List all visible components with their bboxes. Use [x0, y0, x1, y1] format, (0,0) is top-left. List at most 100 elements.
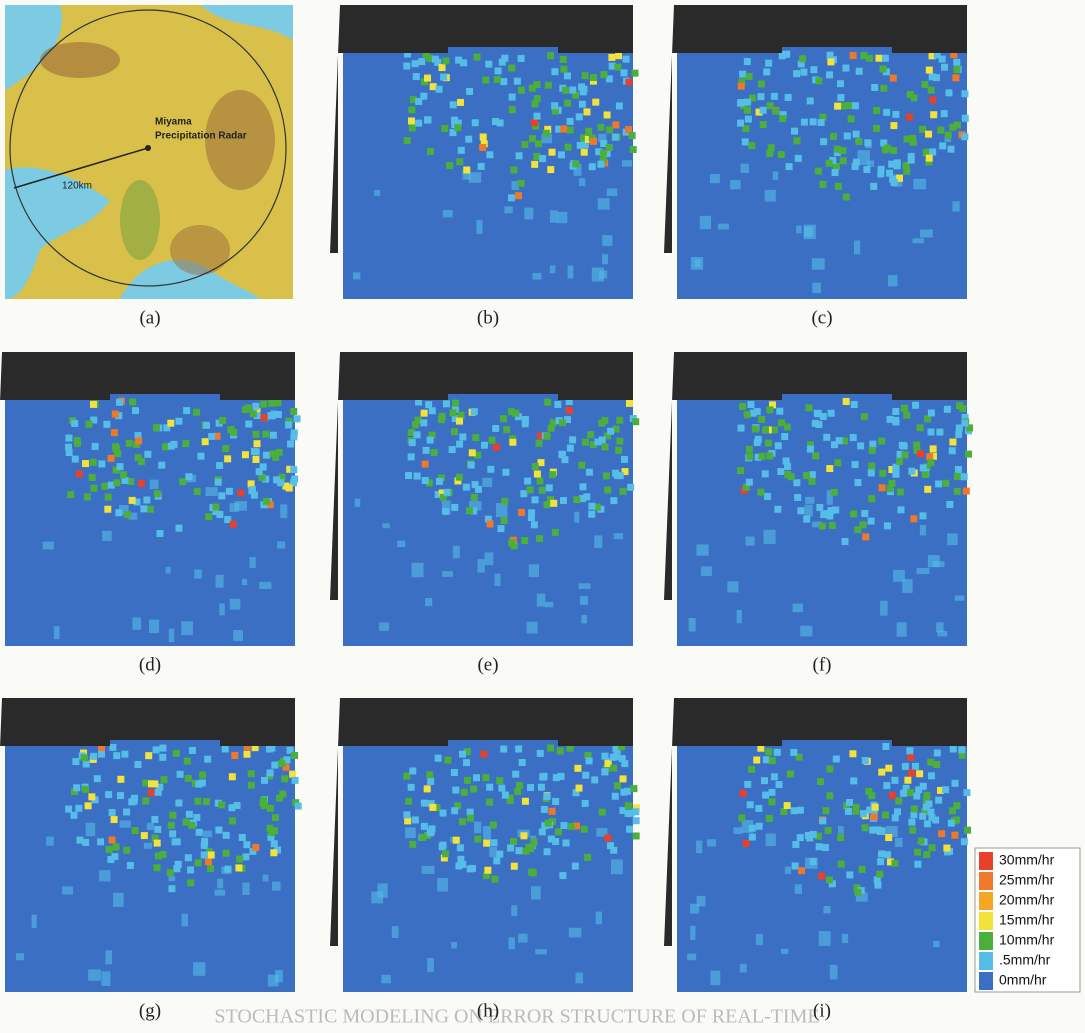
rain-cell: [154, 826, 161, 833]
rain-cell: [604, 834, 611, 841]
rain-cell: [961, 90, 968, 97]
rain-cell: [185, 473, 192, 480]
rain-cell: [443, 400, 450, 407]
rain-cell: [427, 437, 434, 444]
rain-cell: [185, 775, 192, 782]
rain-cell: [612, 134, 619, 141]
rain-cell: [855, 138, 862, 145]
rain-cell: [745, 116, 752, 123]
rain-cell: [155, 789, 162, 796]
rain-cell: [916, 770, 923, 777]
rain-cell: [409, 125, 416, 132]
map-panel: Miyama Precipitation Radar 120km: [5, 5, 293, 299]
rain-cell: [261, 414, 268, 421]
rain-cell: [202, 438, 209, 445]
rain-cell: [54, 626, 60, 639]
rain-cell: [597, 124, 604, 131]
rain-cell: [854, 240, 860, 254]
legend-label: 30mm/hr: [999, 852, 1055, 868]
rain-cell: [860, 52, 867, 59]
rain-cell: [193, 409, 200, 416]
rain-cell: [132, 407, 139, 414]
rain-cell: [764, 493, 771, 500]
rain-cell: [457, 856, 464, 863]
rain-cell: [844, 132, 851, 139]
rain-cell: [414, 431, 421, 438]
mountain: [170, 225, 230, 275]
rain-cell: [822, 807, 829, 814]
rain-cell: [442, 571, 453, 577]
rain-cell: [514, 78, 521, 85]
rain-cell: [73, 784, 80, 791]
rain-cell: [485, 552, 494, 565]
rain-cell: [151, 780, 158, 787]
rain-cell: [150, 480, 159, 489]
rain-cell: [581, 826, 588, 833]
rain-cell: [120, 471, 127, 478]
rain-cell: [920, 229, 933, 237]
rain-cell: [908, 770, 915, 777]
rain-cell: [182, 440, 189, 447]
radar-label: Precipitation Radar: [155, 131, 247, 142]
rain-cell: [167, 420, 174, 427]
rain-cell: [431, 449, 438, 456]
rain-cell: [884, 851, 891, 858]
rain-cell: [790, 749, 797, 756]
rain-cell: [495, 574, 501, 586]
rain-cell: [842, 538, 849, 545]
rain-cell: [263, 498, 270, 505]
rain-cell: [862, 533, 869, 540]
rain-cell: [622, 160, 632, 166]
rain-cell: [925, 131, 932, 138]
rain-cell: [520, 832, 527, 839]
rain-cell: [945, 132, 952, 139]
rain-cell: [837, 80, 844, 87]
rain-cell: [451, 769, 458, 776]
rain-cell: [941, 110, 948, 117]
rain-cell: [830, 965, 838, 980]
rain-cell: [908, 819, 915, 826]
rain-cell: [901, 451, 908, 458]
rain-cell: [145, 752, 152, 759]
radar-site: [145, 145, 151, 151]
rain-cell: [955, 596, 965, 601]
rain-cell: [487, 520, 494, 527]
rain-cell: [907, 754, 914, 761]
rain-cell: [837, 834, 844, 841]
rain-cell: [175, 525, 182, 532]
rain-cell: [903, 168, 910, 175]
rain-cell: [415, 120, 422, 127]
rain-cell: [482, 77, 489, 84]
rain-cell: [917, 424, 924, 431]
rain-cell: [515, 192, 522, 199]
rain-cell: [463, 484, 470, 491]
rain-cell: [260, 463, 267, 470]
rain-cell: [531, 161, 538, 168]
rain-cell: [466, 507, 473, 514]
rain-cell: [422, 477, 429, 484]
rain-cell: [903, 412, 910, 419]
rain-cell: [579, 483, 586, 490]
rain-cell: [815, 421, 822, 428]
rain-cell: [953, 59, 960, 66]
rain-cell: [878, 828, 885, 835]
rain-cell: [535, 949, 547, 954]
rain-cell: [927, 459, 934, 466]
rain-cell: [459, 818, 466, 825]
rain-cell: [469, 172, 481, 183]
rain-cell: [834, 103, 841, 110]
rain-cell: [541, 806, 548, 813]
rain-cell: [138, 458, 145, 465]
rain-cell: [810, 858, 817, 865]
radar-panel: [0, 698, 302, 992]
rain-cell: [555, 828, 562, 835]
rain-cell: [549, 471, 556, 478]
rain-cell: [408, 106, 415, 113]
rain-cell: [610, 754, 617, 761]
rain-cell: [154, 864, 161, 871]
rain-cell: [105, 494, 112, 501]
rain-cell: [404, 817, 411, 824]
rain-cell: [237, 490, 244, 497]
rain-cell: [961, 133, 968, 140]
rain-cell: [843, 398, 850, 405]
